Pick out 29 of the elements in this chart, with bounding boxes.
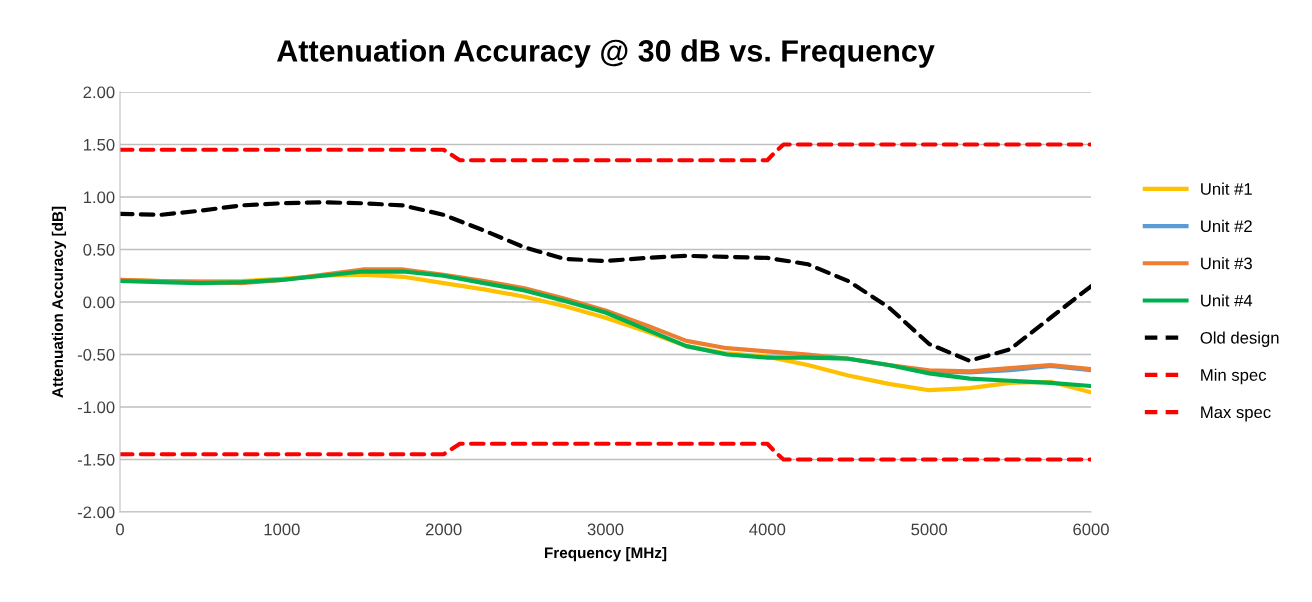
y-tick-label: 0.50 bbox=[83, 243, 115, 256]
chart-title: Attenuation Accuracy @ 30 dB vs. Frequency bbox=[276, 39, 935, 68]
y-tick-label: -2.00 bbox=[77, 506, 115, 519]
x-tick-label: 2000 bbox=[425, 523, 462, 536]
legend-label: Unit #4 bbox=[1201, 294, 1253, 307]
y-tick-label: 1.00 bbox=[83, 191, 115, 204]
line-series bbox=[120, 142, 1091, 163]
y-tick-label: -1.50 bbox=[77, 453, 115, 466]
x-tick-label: 6000 bbox=[1073, 523, 1109, 536]
line-series bbox=[120, 200, 1091, 363]
y-tick-label: 0.00 bbox=[83, 296, 115, 309]
y-tick-label: 2.00 bbox=[83, 86, 115, 99]
line-series bbox=[120, 441, 1091, 462]
legend-label: Min spec bbox=[1201, 368, 1267, 385]
x-tick-label: 4000 bbox=[749, 523, 786, 536]
x-tick-label: 3000 bbox=[587, 523, 624, 536]
legend-label: Unit #3 bbox=[1201, 257, 1252, 270]
y-tick-label: -0.50 bbox=[77, 348, 115, 361]
x-tick-label: 5000 bbox=[911, 523, 948, 536]
y-tick-label: -1.00 bbox=[77, 401, 115, 414]
legend-label: Unit #2 bbox=[1201, 219, 1252, 233]
legend-label: Unit #1 bbox=[1201, 182, 1252, 195]
legend-label: Max spec bbox=[1201, 406, 1271, 422]
x-tick-label: 0 bbox=[116, 523, 124, 536]
x-tick-label: 1000 bbox=[264, 523, 300, 536]
y-axis-title: Attenuation Accuracy [dB] bbox=[51, 206, 67, 398]
legend-label: Old design bbox=[1200, 331, 1279, 347]
x-axis-title: Frequency [MHz] bbox=[544, 546, 667, 562]
y-tick-label: 1.50 bbox=[83, 138, 115, 151]
